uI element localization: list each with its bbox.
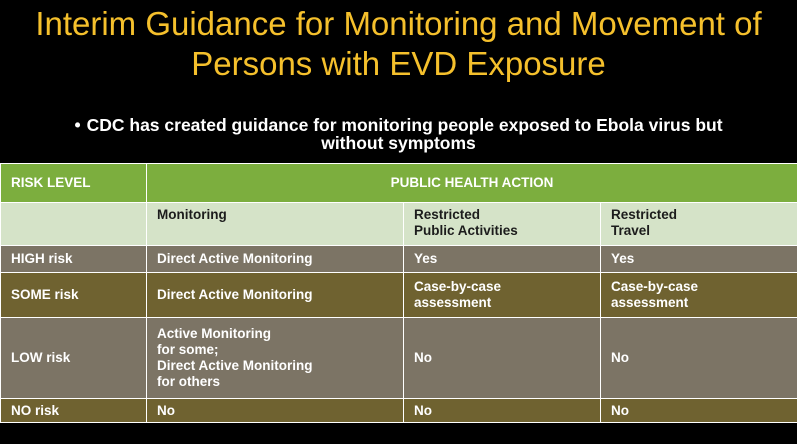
restricted-public-cell: No: [403, 398, 601, 423]
table-row: HIGH risk Direct Active Monitoring Yes Y…: [0, 245, 797, 273]
cell-line: No: [414, 402, 432, 418]
risk-level-cell: SOME risk: [0, 272, 147, 318]
subheader-restricted-public-line-1: Restricted: [414, 207, 481, 222]
cell-line: Case-by-case: [611, 279, 699, 294]
restricted-public-cell: Case-by-case assessment: [403, 272, 601, 318]
monitoring-cell: Active Monitoring for some; Direct Activ…: [146, 317, 404, 399]
risk-level-cell: NO risk: [0, 398, 147, 423]
restricted-travel-cell: Case-by-case assessment: [600, 272, 797, 318]
cell-line: No: [611, 402, 629, 418]
restricted-travel-cell: No: [600, 398, 797, 423]
cell-line: Direct Active Monitoring: [157, 251, 313, 266]
cell-line: Yes: [414, 251, 438, 266]
subheader-monitoring: Monitoring: [146, 202, 404, 246]
restricted-public-cell: Yes: [403, 245, 601, 273]
risk-level-cell: HIGH risk: [0, 245, 147, 273]
table-subheader-row: Monitoring Restricted Public Activities …: [0, 202, 797, 246]
cell-line: assessment: [611, 295, 689, 310]
cell-line: Case-by-case: [414, 279, 502, 294]
slide-title-line-1: Interim Guidance for Monitoring and Move…: [35, 5, 762, 42]
slide-title: Interim Guidance for Monitoring and Move…: [0, 4, 797, 84]
cell-line: No: [611, 350, 629, 365]
subheader-restricted-travel: Restricted Travel: [600, 202, 797, 246]
restricted-travel-cell: Yes: [600, 245, 797, 273]
table-header-row: RISK LEVEL PUBLIC HEALTH ACTION: [0, 163, 797, 203]
subheader-restricted-travel-line-1: Restricted: [611, 207, 678, 222]
monitoring-cell: No: [146, 398, 404, 423]
cell-line: Direct Active Monitoring: [157, 287, 313, 302]
table-row: LOW risk Active Monitoring for some; Dir…: [0, 317, 797, 399]
bullet-dot-icon: •: [74, 115, 81, 135]
subheader-restricted-public-line-2: Public Activities: [414, 223, 518, 238]
cell-line: Yes: [611, 251, 635, 266]
bullet-point: • CDC has created guidance for monitoring…: [0, 116, 797, 152]
restricted-travel-cell: No: [600, 317, 797, 399]
restricted-public-cell: No: [403, 317, 601, 399]
cell-line: assessment: [414, 295, 492, 310]
bullet-text-line-1: CDC has created guidance for monitoring …: [86, 115, 723, 135]
risk-level-cell: LOW risk: [0, 317, 147, 399]
cell-line: Active Monitoring: [157, 326, 271, 341]
header-public-health-action: PUBLIC HEALTH ACTION: [146, 163, 797, 203]
slide-title-line-2: Persons with EVD Exposure: [191, 45, 606, 82]
bullet-text-line-2: without symptoms: [321, 133, 476, 153]
header-risk-level: RISK LEVEL: [0, 163, 147, 203]
monitoring-cell: Direct Active Monitoring: [146, 272, 404, 318]
cell-line: for others: [157, 374, 221, 389]
cell-line: No: [414, 350, 432, 365]
subheader-restricted-public: Restricted Public Activities: [403, 202, 601, 246]
subheader-restricted-travel-line-2: Travel: [611, 223, 651, 238]
monitoring-cell: Direct Active Monitoring: [146, 245, 404, 273]
table-row: SOME risk Direct Active Monitoring Case-…: [0, 272, 797, 318]
guidance-table: RISK LEVEL PUBLIC HEALTH ACTION Monitori…: [0, 163, 797, 423]
table-row: NO risk No No No: [0, 398, 797, 423]
cell-line: for some;: [157, 342, 219, 357]
cell-line: Direct Active Monitoring: [157, 358, 313, 373]
subheader-empty-cell: [0, 202, 147, 246]
cell-line: No: [157, 402, 175, 418]
